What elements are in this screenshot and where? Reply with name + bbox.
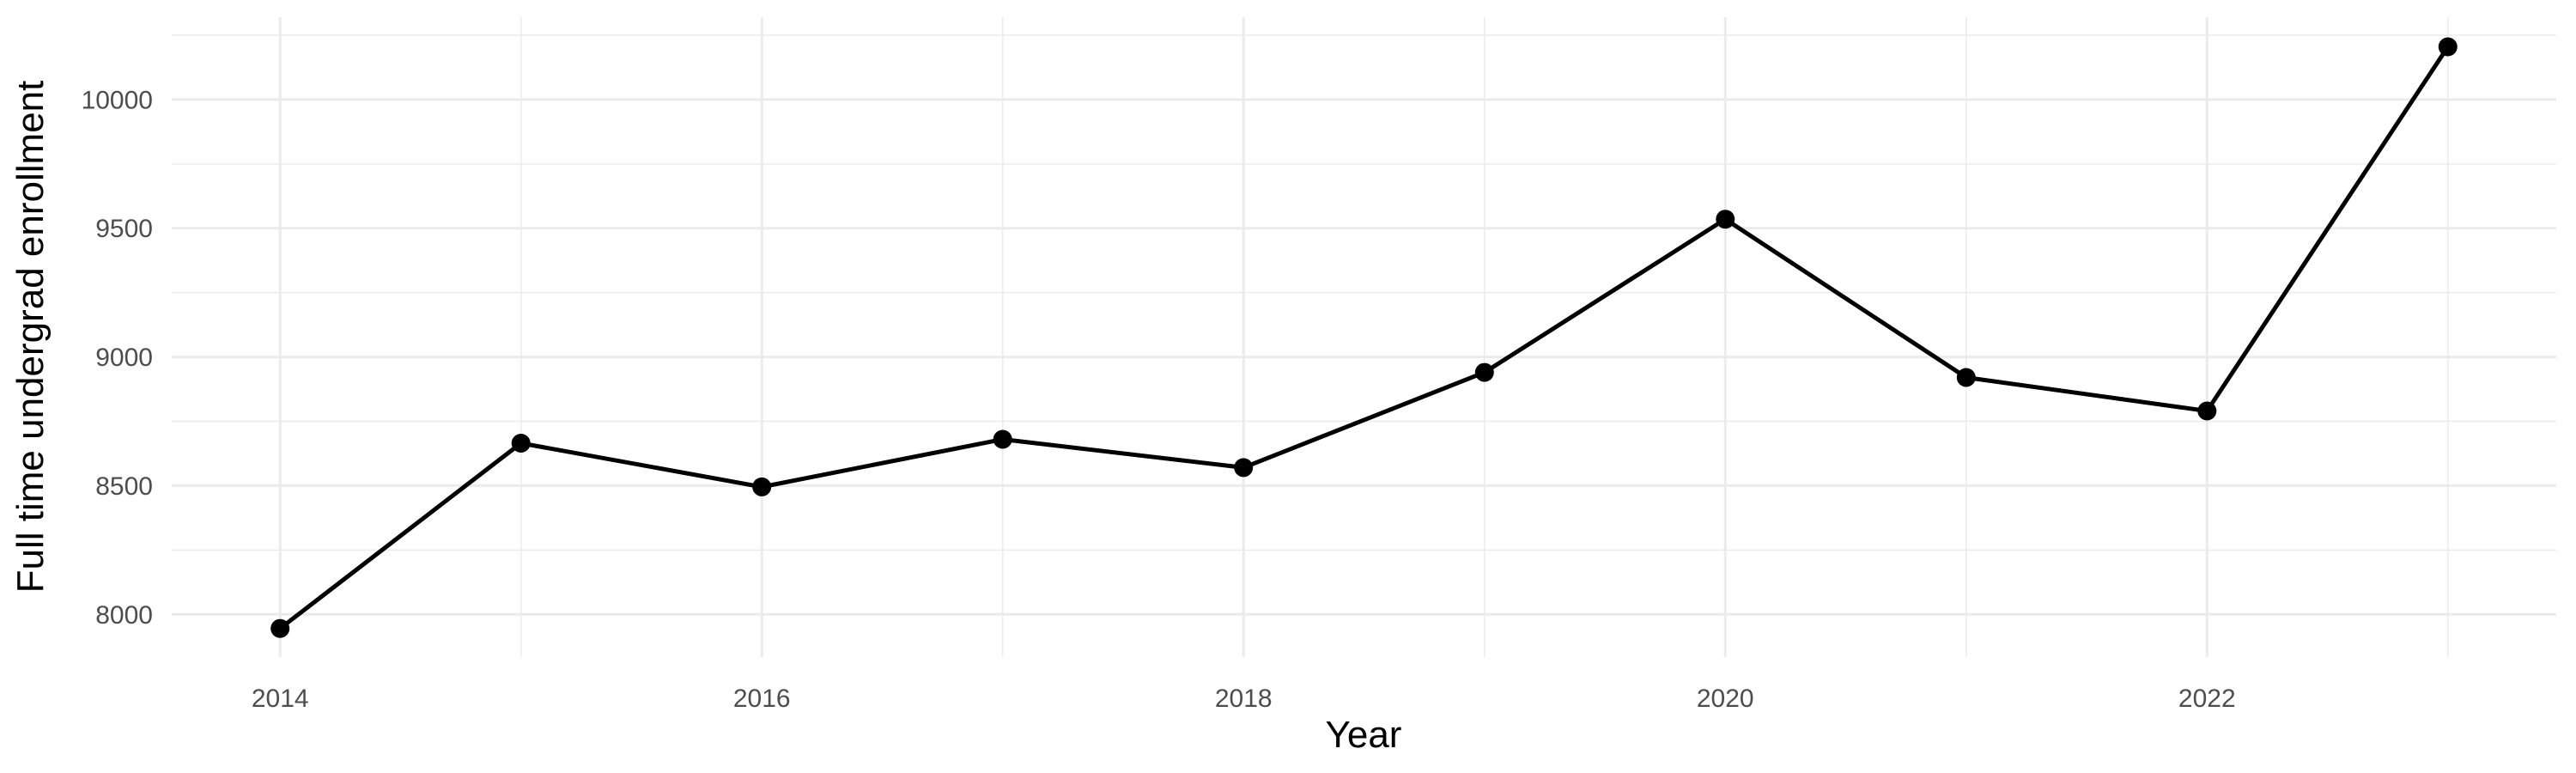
axis-labels: 8000 8500 9000 9500 10000 2014 2016 2018 2020 202…: [82, 86, 2236, 713]
x-tick-label-2016: 2016: [733, 685, 791, 713]
line-series: [270, 37, 2458, 638]
x-tick-label-2022: 2022: [2178, 685, 2236, 713]
y-tick-label-8000: 8000: [95, 601, 153, 630]
x-tick-label-2020: 2020: [1697, 685, 1754, 713]
y-axis-title: Full time undergrad enrollment: [9, 81, 52, 593]
data-point-2015: [511, 434, 531, 453]
x-tick-label-2018: 2018: [1215, 685, 1273, 713]
x-axis-title: Year: [1326, 714, 1402, 756]
gridlines: [172, 17, 2556, 657]
data-point-2019: [1474, 362, 1494, 382]
data-point-2017: [993, 429, 1012, 449]
y-tick-label-8500: 8500: [95, 472, 153, 501]
data-point-2018: [1234, 458, 1254, 478]
enrollment-line: [278, 46, 2450, 630]
data-point-2020: [1716, 210, 1735, 229]
data-point-2014: [270, 618, 290, 638]
data-point-2022: [2197, 401, 2217, 421]
y-tick-label-9000: 9000: [95, 344, 153, 372]
y-tick-label-10000: 10000: [82, 86, 153, 114]
data-point-2023: [2438, 37, 2458, 57]
data-point-2016: [752, 477, 772, 496]
x-tick-label-2014: 2014: [252, 685, 309, 713]
data-point-2021: [1956, 368, 1976, 387]
y-tick-label-9500: 9500: [95, 215, 153, 243]
